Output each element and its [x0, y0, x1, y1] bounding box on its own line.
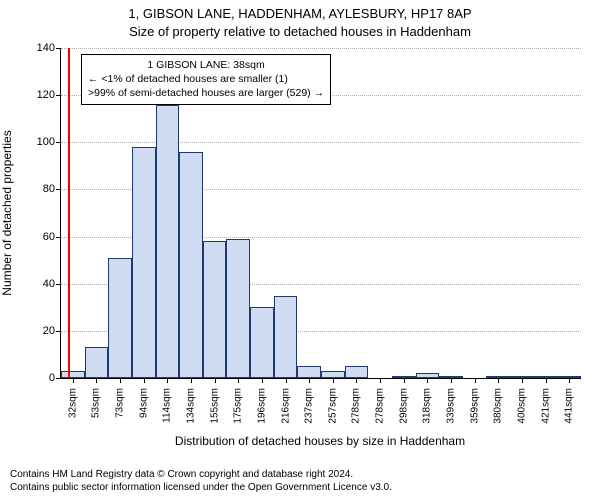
x-tick-mark	[167, 378, 168, 383]
y-tick-mark	[56, 189, 61, 190]
y-tick-label: 140	[37, 42, 55, 54]
histogram-bar	[108, 258, 132, 378]
gridline	[61, 142, 581, 143]
x-tick-label: 257sqm	[327, 388, 338, 424]
x-tick-label: 298sqm	[398, 388, 409, 424]
y-tick-mark	[56, 284, 61, 285]
y-tick-label: 120	[37, 89, 55, 101]
footer-attribution: Contains HM Land Registry data © Crown c…	[10, 468, 392, 494]
page-title-line1: 1, GIBSON LANE, HADDENHAM, AYLESBURY, HP…	[0, 6, 600, 21]
footer-line1: Contains HM Land Registry data © Crown c…	[10, 468, 392, 481]
x-tick-mark	[191, 378, 192, 383]
chart-plot-area: 02040608010012014032sqm53sqm73sqm94sqm11…	[60, 48, 581, 379]
x-tick-mark	[309, 378, 310, 383]
histogram-bar	[85, 347, 109, 378]
histogram-bar	[179, 152, 203, 378]
x-tick-mark	[475, 378, 476, 383]
x-tick-label: 175sqm	[233, 388, 244, 424]
x-tick-label: 53sqm	[91, 388, 102, 418]
histogram-bar	[297, 366, 321, 378]
x-tick-label: 237sqm	[304, 388, 315, 424]
x-tick-label: 73sqm	[115, 388, 126, 418]
x-tick-label: 134sqm	[186, 388, 197, 424]
info-box: 1 GIBSON LANE: 38sqm← <1% of detached ho…	[81, 54, 331, 105]
info-box-line: ← <1% of detached houses are smaller (1)	[88, 72, 324, 86]
histogram-bar	[226, 239, 250, 378]
x-tick-mark	[238, 378, 239, 383]
gridline	[61, 48, 581, 49]
y-tick-label: 40	[43, 278, 55, 290]
x-tick-mark	[356, 378, 357, 383]
histogram-bar	[132, 147, 156, 378]
x-tick-label: 441sqm	[564, 388, 575, 424]
x-tick-mark	[286, 378, 287, 383]
y-tick-mark	[56, 331, 61, 332]
x-tick-label: 278sqm	[351, 388, 362, 424]
y-tick-mark	[56, 378, 61, 379]
x-tick-mark	[569, 378, 570, 383]
x-tick-mark	[215, 378, 216, 383]
footer-line2: Contains public sector information licen…	[10, 481, 392, 494]
y-tick-mark	[56, 142, 61, 143]
x-tick-label: 380sqm	[493, 388, 504, 424]
x-tick-mark	[404, 378, 405, 383]
x-tick-label: 32sqm	[67, 388, 78, 418]
x-tick-label: 359sqm	[469, 388, 480, 424]
y-tick-mark	[56, 237, 61, 238]
x-tick-mark	[451, 378, 452, 383]
histogram-bar	[321, 371, 345, 378]
x-tick-mark	[262, 378, 263, 383]
x-tick-label: 421sqm	[540, 388, 551, 424]
x-tick-label: 216sqm	[280, 388, 291, 424]
y-tick-mark	[56, 48, 61, 49]
x-axis-label: Distribution of detached houses by size …	[60, 434, 580, 448]
x-tick-mark	[427, 378, 428, 383]
x-tick-label: 339sqm	[446, 388, 457, 424]
histogram-bar	[250, 307, 274, 378]
x-tick-mark	[546, 378, 547, 383]
x-tick-label: 155sqm	[209, 388, 220, 424]
property-size-marker	[68, 48, 70, 378]
x-tick-label: 278sqm	[375, 388, 386, 424]
x-tick-mark	[333, 378, 334, 383]
x-tick-label: 196sqm	[256, 388, 267, 424]
x-tick-label: 114sqm	[162, 388, 173, 423]
x-tick-label: 400sqm	[516, 388, 527, 424]
y-tick-label: 100	[37, 136, 55, 148]
y-tick-label: 20	[43, 325, 55, 337]
histogram-bar	[203, 241, 227, 378]
x-tick-mark	[522, 378, 523, 383]
histogram-bar	[274, 296, 298, 379]
x-tick-mark	[498, 378, 499, 383]
x-tick-mark	[144, 378, 145, 383]
y-tick-label: 60	[43, 231, 55, 243]
x-tick-label: 94sqm	[138, 388, 149, 418]
y-tick-label: 0	[49, 372, 55, 384]
histogram-bar	[156, 105, 180, 378]
info-box-line: >99% of semi-detached houses are larger …	[88, 86, 324, 100]
y-tick-mark	[56, 95, 61, 96]
x-tick-mark	[120, 378, 121, 383]
x-tick-mark	[380, 378, 381, 383]
histogram-bar	[61, 371, 85, 378]
x-tick-mark	[73, 378, 74, 383]
histogram-bar	[345, 366, 369, 378]
info-box-line: 1 GIBSON LANE: 38sqm	[88, 58, 324, 72]
x-tick-label: 318sqm	[422, 388, 433, 424]
page-title-line2: Size of property relative to detached ho…	[0, 24, 600, 39]
y-axis-label: Number of detached properties	[0, 130, 14, 295]
x-tick-mark	[96, 378, 97, 383]
y-tick-label: 80	[43, 183, 55, 195]
